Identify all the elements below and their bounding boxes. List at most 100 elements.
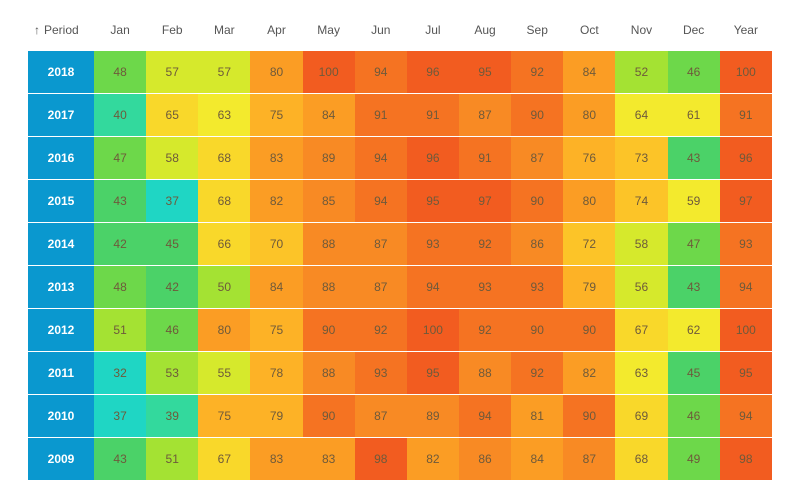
heatmap-cell: 90: [511, 309, 563, 352]
heatmap-cell: 95: [720, 352, 772, 395]
heatmap-cell: 93: [407, 223, 459, 266]
heatmap-cell: 50: [198, 266, 250, 309]
heatmap-cell: 87: [511, 137, 563, 180]
heatmap-cell: 90: [563, 395, 615, 438]
heatmap-cell: 92: [511, 352, 563, 395]
heatmap-cell: 51: [94, 309, 146, 352]
sort-arrow-icon: ↑: [34, 23, 40, 37]
heatmap-cell: 91: [407, 94, 459, 137]
column-header[interactable]: Dec: [668, 10, 720, 51]
table-row: 201037397579908789948190694694: [28, 395, 772, 438]
heatmap-table: ↑ Period JanFebMarAprMayJunJulAugSepOctNov…: [28, 10, 772, 481]
heatmap-cell: 40: [94, 94, 146, 137]
column-header-label: Period: [44, 23, 79, 37]
heatmap-cell: 68: [198, 137, 250, 180]
heatmap-cell: 32: [94, 352, 146, 395]
heatmap-cell: 91: [355, 94, 407, 137]
heatmap-cell: 97: [459, 180, 511, 223]
heatmap-cell: 96: [720, 137, 772, 180]
heatmap-cell: 80: [563, 180, 615, 223]
heatmap-cell: 82: [563, 352, 615, 395]
heatmap-cell: 62: [668, 309, 720, 352]
heatmap-cell: 80: [250, 51, 302, 94]
heatmap-cell: 83: [250, 438, 302, 481]
heatmap-cell: 75: [198, 395, 250, 438]
heatmap-cell: 91: [459, 137, 511, 180]
heatmap-cell: 82: [250, 180, 302, 223]
heatmap-cell: 84: [511, 438, 563, 481]
heatmap-cell: 66: [198, 223, 250, 266]
heatmap-cell: 73: [615, 137, 667, 180]
heatmap-cell: 94: [720, 266, 772, 309]
heatmap-cell: 88: [303, 352, 355, 395]
row-header: 2014: [28, 223, 94, 266]
heatmap-cell: 80: [198, 309, 250, 352]
heatmap-cell: 79: [563, 266, 615, 309]
column-header[interactable]: Nov: [615, 10, 667, 51]
heatmap-cell: 86: [511, 223, 563, 266]
heatmap-cell: 100: [720, 51, 772, 94]
heatmap-cell: 74: [615, 180, 667, 223]
heatmap-cell: 98: [355, 438, 407, 481]
table-row: 201132535578889395889282634595: [28, 352, 772, 395]
heatmap-cell: 92: [459, 223, 511, 266]
heatmap-cell: 78: [250, 352, 302, 395]
heatmap-cell: 46: [668, 51, 720, 94]
column-header[interactable]: Mar: [198, 10, 250, 51]
heatmap-cell: 67: [198, 438, 250, 481]
heatmap-cell: 70: [250, 223, 302, 266]
column-header[interactable]: May: [303, 10, 355, 51]
heatmap-cell: 95: [459, 51, 511, 94]
heatmap-cell: 90: [303, 395, 355, 438]
heatmap-cell: 42: [94, 223, 146, 266]
heatmap-cell: 42: [146, 266, 198, 309]
heatmap-cell: 81: [511, 395, 563, 438]
row-header: 2015: [28, 180, 94, 223]
heatmap-cell: 80: [563, 94, 615, 137]
heatmap-cell: 87: [355, 266, 407, 309]
heatmap-cell: 93: [459, 266, 511, 309]
heatmap-cell: 83: [303, 438, 355, 481]
heatmap-cell: 49: [668, 438, 720, 481]
column-header[interactable]: Aug: [459, 10, 511, 51]
heatmap-cell: 82: [407, 438, 459, 481]
heatmap-cell: 100: [720, 309, 772, 352]
row-header: 2018: [28, 51, 94, 94]
heatmap-cell: 37: [146, 180, 198, 223]
row-header: 2009: [28, 438, 94, 481]
heatmap-cell: 75: [250, 94, 302, 137]
heatmap-cell: 63: [198, 94, 250, 137]
table-row: 200943516783839882868487684998: [28, 438, 772, 481]
heatmap-cell: 43: [668, 137, 720, 180]
column-header[interactable]: Jul: [407, 10, 459, 51]
heatmap-cell: 88: [459, 352, 511, 395]
heatmap-cell: 96: [407, 137, 459, 180]
heatmap-cell: 90: [511, 180, 563, 223]
heatmap-cell: 94: [407, 266, 459, 309]
column-header[interactable]: Feb: [146, 10, 198, 51]
table-row: 20125146807590921009290906762100: [28, 309, 772, 352]
table-body: 2018485757801009496959284524610020174065…: [28, 51, 772, 481]
table-row: 201348425084888794939379564394: [28, 266, 772, 309]
heatmap-cell: 90: [511, 94, 563, 137]
heatmap-cell: 88: [303, 266, 355, 309]
heatmap-cell: 90: [563, 309, 615, 352]
column-header[interactable]: Oct: [563, 10, 615, 51]
heatmap-cell: 65: [146, 94, 198, 137]
heatmap-cell: 68: [615, 438, 667, 481]
heatmap-cell: 89: [407, 395, 459, 438]
column-header[interactable]: Year: [720, 10, 772, 51]
column-header[interactable]: Sep: [511, 10, 563, 51]
heatmap-cell: 87: [355, 223, 407, 266]
heatmap-cell: 75: [250, 309, 302, 352]
column-header[interactable]: Jan: [94, 10, 146, 51]
heatmap-cell: 72: [563, 223, 615, 266]
heatmap-cell: 94: [355, 51, 407, 94]
heatmap-cell: 63: [615, 352, 667, 395]
column-header-period[interactable]: ↑ Period: [28, 10, 94, 51]
column-header[interactable]: Jun: [355, 10, 407, 51]
column-header[interactable]: Apr: [250, 10, 302, 51]
heatmap-cell: 45: [668, 352, 720, 395]
heatmap-cell: 92: [511, 51, 563, 94]
heatmap-cell: 43: [94, 180, 146, 223]
